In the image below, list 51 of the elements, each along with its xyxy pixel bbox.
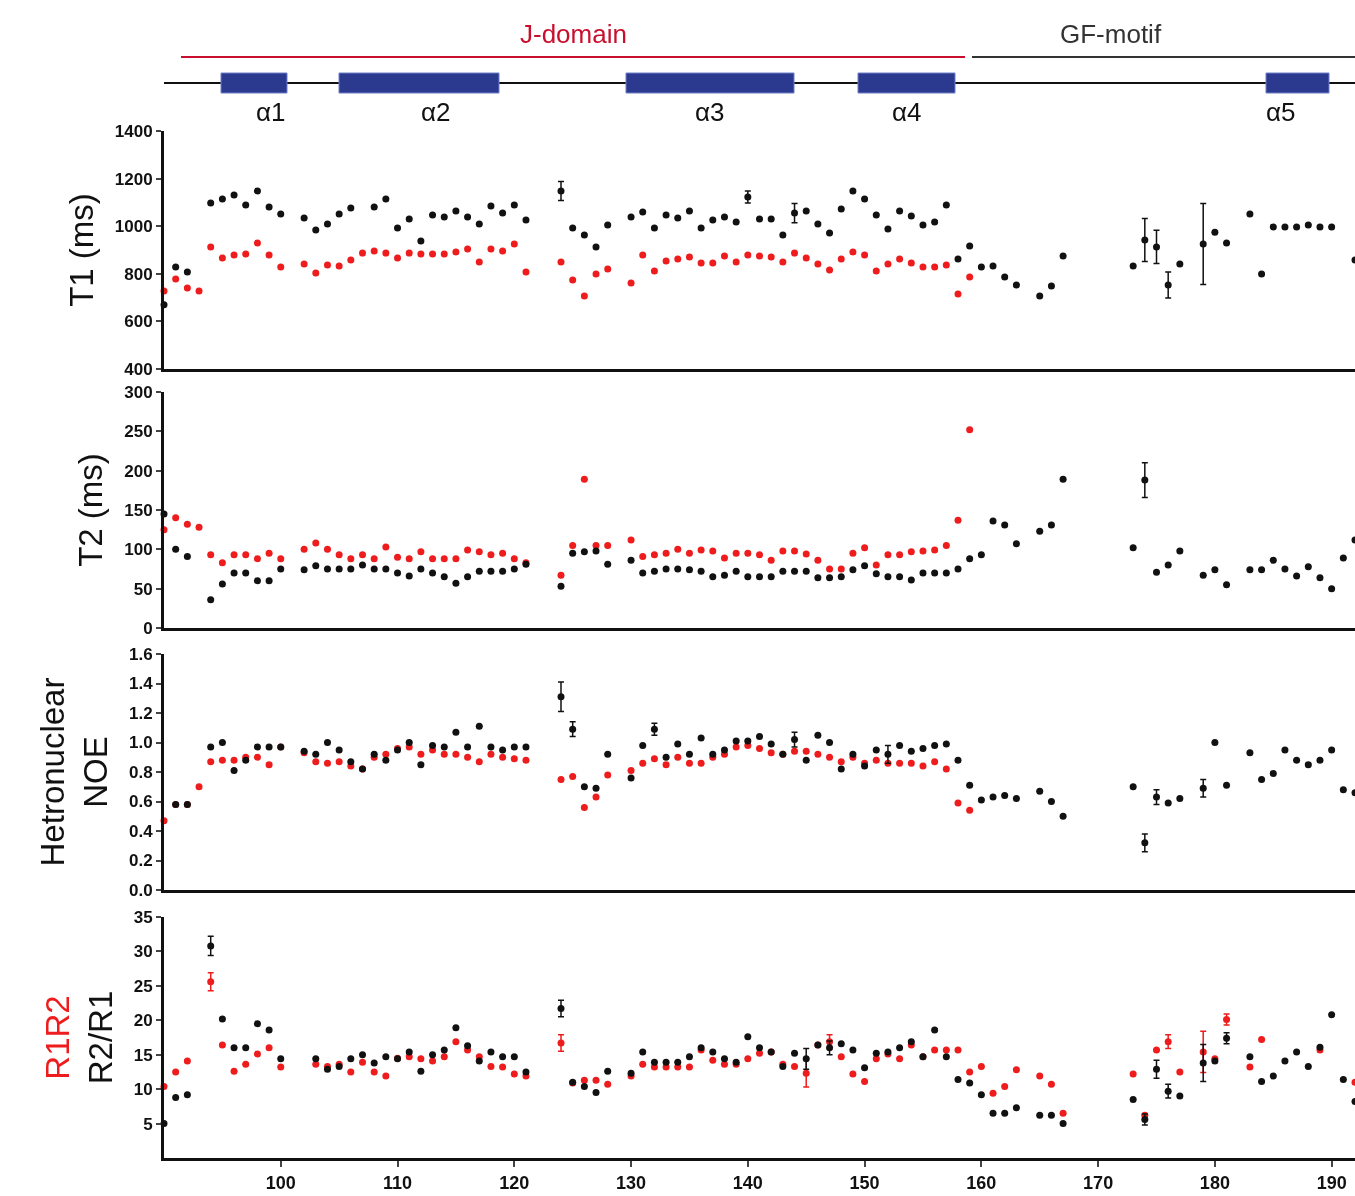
x-tick-label: 140 bbox=[732, 1172, 763, 1193]
y-tick-label: 35 bbox=[133, 907, 153, 927]
y-tick-label: 1.2 bbox=[128, 703, 153, 723]
x-tick-label: 120 bbox=[499, 1172, 530, 1193]
y-tick-label: 600 bbox=[124, 312, 153, 332]
y-tick-label: 150 bbox=[124, 500, 153, 520]
y-tick-label: 0.4 bbox=[128, 821, 154, 841]
y-tick-label: 25 bbox=[133, 976, 153, 996]
y-tick-label: 20 bbox=[133, 1011, 153, 1031]
y-tick-label: 300 bbox=[124, 382, 153, 402]
y-tick-label: 5 bbox=[143, 1114, 153, 1134]
y-tick-label: 0.0 bbox=[128, 880, 153, 900]
y-tick-label: 1.4 bbox=[128, 674, 154, 694]
y-tick-label: 1.0 bbox=[128, 733, 153, 753]
y-tick-label: 0.8 bbox=[128, 762, 153, 782]
y-tick-label: 1.6 bbox=[128, 644, 153, 664]
text: α3 bbox=[695, 97, 725, 127]
y-tick-label: 100 bbox=[124, 540, 153, 560]
y-tick-label: 15 bbox=[133, 1045, 153, 1065]
y-tick-label: 1000 bbox=[114, 217, 153, 237]
text: J-domain bbox=[520, 19, 627, 49]
y-tick-label: 0 bbox=[143, 618, 153, 638]
text: α2 bbox=[421, 97, 451, 127]
x-tick-label: 100 bbox=[265, 1172, 296, 1193]
text: R2/R1 bbox=[81, 990, 119, 1085]
text: α4 bbox=[892, 97, 922, 127]
x-tick-label: 160 bbox=[966, 1172, 997, 1193]
text: α1 bbox=[256, 97, 286, 127]
text: R1R2 bbox=[38, 995, 76, 1080]
y-tick-label: 400 bbox=[124, 359, 153, 379]
y-axis-title: T1 (ms) bbox=[62, 193, 100, 307]
y-tick-label: 250 bbox=[124, 422, 153, 442]
y-tick-label: 200 bbox=[124, 461, 153, 481]
y-tick-label: 0.2 bbox=[128, 851, 153, 871]
x-tick-label: 170 bbox=[1083, 1172, 1114, 1193]
y-tick-label: 10 bbox=[133, 1080, 153, 1100]
y-tick-label: 0.6 bbox=[128, 792, 153, 812]
y-tick-label: 1200 bbox=[114, 169, 153, 189]
y-axis-title: T2 (ms) bbox=[72, 453, 110, 567]
y-axis-title: Hetronuclear NOE bbox=[34, 677, 114, 867]
y-tick-label: 800 bbox=[124, 264, 153, 284]
x-tick-label: 110 bbox=[383, 1172, 413, 1193]
text: GF-motif bbox=[1060, 19, 1162, 49]
y-tick-label: 1400 bbox=[114, 121, 153, 141]
x-tick-label: 150 bbox=[849, 1172, 880, 1193]
y-tick-label: 30 bbox=[133, 942, 153, 962]
y-tick-label: 50 bbox=[133, 579, 153, 599]
text: α5 bbox=[1266, 97, 1296, 127]
x-tick-label: 190 bbox=[1316, 1172, 1347, 1193]
x-tick-label: 130 bbox=[616, 1172, 647, 1193]
x-tick-label: 180 bbox=[1199, 1172, 1230, 1193]
